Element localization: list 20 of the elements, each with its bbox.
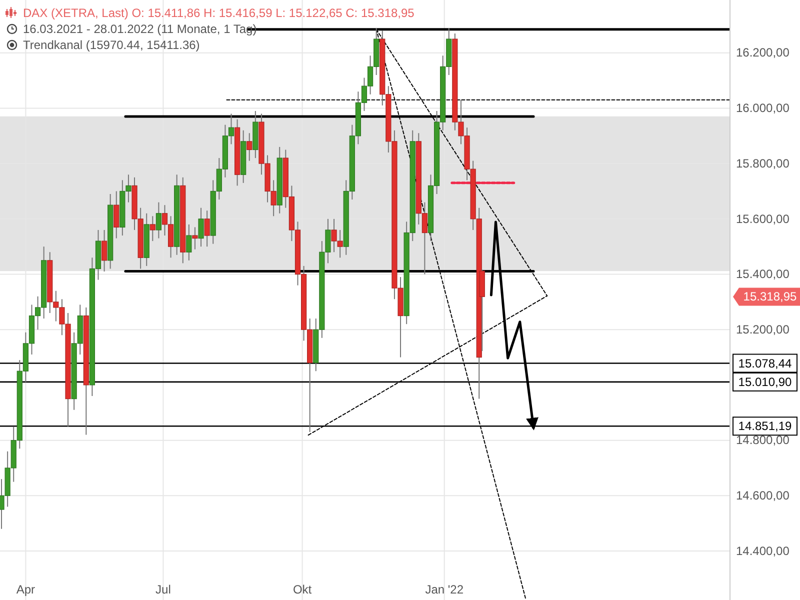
y-tick-label: 15.400,00: [736, 267, 790, 282]
x-tick-label: Okt: [292, 582, 312, 597]
x-tick-label: Jan '22: [425, 582, 464, 597]
y-tick-label: 15.800,00: [736, 156, 790, 170]
y-tick-label: 14.400,00: [736, 544, 790, 558]
y-tick-label: 14.800,00: [736, 433, 790, 448]
y-tick-label: 15.600,00: [736, 212, 790, 226]
ref-line-label: 15.010,90: [738, 374, 792, 389]
x-tick-label: Apr: [16, 582, 36, 597]
y-tick-label: 16.000,00: [736, 101, 790, 116]
y-tick-label: 15.200,00: [736, 322, 790, 336]
annotation: Trendkanal (15970.44, 15411.36): [23, 38, 200, 52]
text: 16.03.2021 - 28.01.2022 (11 Monate, 1 Tag): [23, 22, 257, 36]
ref-line-label: 14.851,19: [738, 419, 792, 434]
y-tick-label: 14.600,00: [736, 488, 790, 503]
ref-line-label: 15.078,44: [738, 356, 792, 370]
y-tick-label: 16.200,00: [736, 46, 790, 60]
x-tick-label: Jul: [156, 582, 171, 597]
text: 15.318,95: [743, 290, 798, 304]
text: DAX (XETRA, Last) O: 15.411,86 H: 15.416,59 L: 15.122,65 C: 15.318,95: [23, 6, 415, 20]
